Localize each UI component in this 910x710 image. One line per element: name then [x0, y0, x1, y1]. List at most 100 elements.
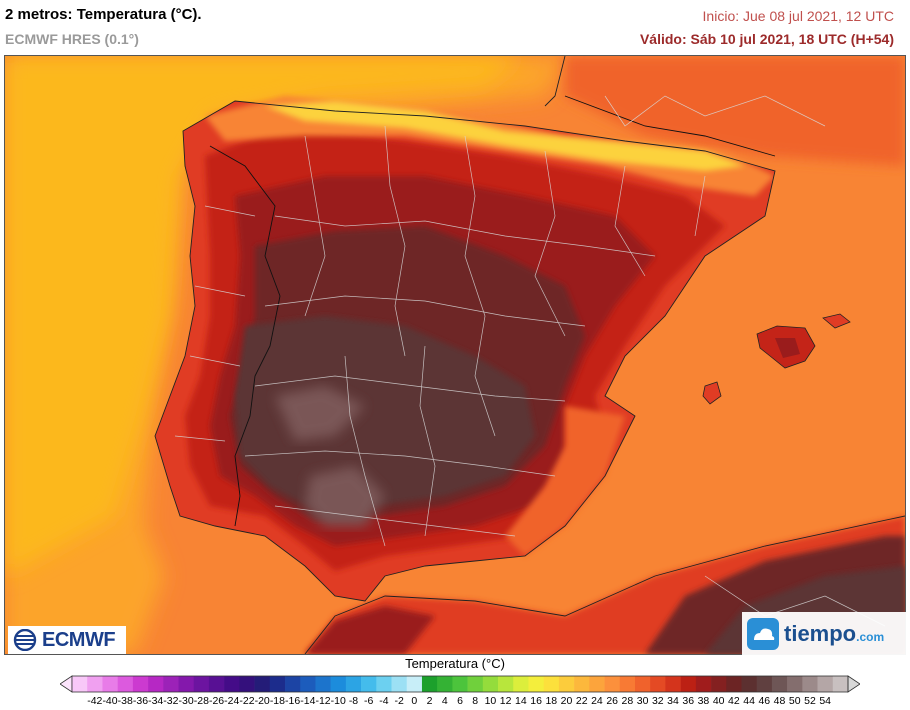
scale-swatch [756, 676, 773, 692]
scale-min-arrow [60, 675, 73, 693]
scale-swatch [741, 676, 758, 692]
scale-tick-label: -22 [239, 695, 255, 707]
scale-swatch [787, 676, 803, 692]
scale-tick-label: 42 [728, 695, 740, 707]
temperature-map[interactable] [4, 55, 906, 655]
coastline [154, 100, 776, 602]
scale-tick-label: 2 [426, 695, 433, 707]
scale-swatch [163, 676, 179, 692]
scale-tick-label: -42 [87, 695, 103, 707]
scale-swatch [239, 676, 255, 692]
scale-swatch [619, 676, 636, 692]
color-scale-bar [60, 675, 860, 693]
scale-swatch [574, 676, 590, 692]
scale-swatch [72, 676, 88, 692]
scale-swatch [87, 676, 103, 692]
atlantic-open [5, 56, 525, 576]
scale-swatch [482, 676, 499, 692]
scale-tick-label: -32 [163, 695, 179, 707]
scale-swatch [345, 676, 362, 692]
scale-tick-label: 50 [788, 695, 801, 707]
france-border [564, 95, 776, 157]
scale-swatch [132, 676, 149, 692]
scale-swatch [467, 676, 484, 692]
scale-swatch [832, 676, 849, 692]
scale-tick-label: 12 [499, 695, 512, 707]
scale-swatch [680, 676, 697, 692]
scale-swatch [300, 676, 316, 692]
scale-tick-label: -26 [208, 695, 225, 707]
scale-swatch [650, 676, 666, 692]
scale-tick-label: -12 [315, 695, 331, 707]
scale-tick-label: 8 [472, 695, 479, 707]
scale-swatch [452, 676, 468, 692]
scale-tick-label: 38 [697, 695, 710, 707]
scale-swatch [361, 676, 377, 692]
scale-tick-label: 40 [712, 695, 725, 707]
tiempo-logo: tiempo.com [742, 612, 906, 655]
map-title: 2 metros: Temperatura (°C). [5, 6, 202, 23]
scale-swatch [193, 676, 210, 692]
scale-tick-label: 30 [636, 695, 649, 707]
scale-max-arrow [847, 675, 860, 693]
scale-tick-label: 48 [773, 695, 786, 707]
scale-tick-label: 6 [457, 695, 463, 707]
scale-tick-label: 24 [591, 695, 603, 707]
scale-swatch [406, 676, 423, 692]
scale-swatch [634, 676, 651, 692]
scale-tick-label: -34 [148, 695, 164, 707]
scale-swatch [437, 676, 453, 692]
france-land [565, 56, 905, 166]
scale-tick-label: 28 [621, 695, 634, 707]
scale-tick-label: 4 [441, 695, 448, 707]
color-scale-ticks: -42 -40 -38 -36 -34 -32 -30 -28 -26 -24 -22 -20 -18-… [0, 695, 910, 709]
scale-tick-label: -20 [254, 695, 270, 707]
scale-tick-label: 32 [651, 695, 664, 707]
scale-tick-label: 22 [575, 695, 588, 707]
tiempo-suffix: .com [856, 629, 885, 644]
scale-swatch [802, 676, 818, 692]
scale-swatch [148, 676, 164, 692]
scale-swatch [315, 676, 331, 692]
portugal-border [209, 145, 281, 527]
scale-tick-label: -10 [330, 695, 346, 707]
scale-border [71, 675, 849, 693]
scale-swatch [421, 676, 438, 692]
scale-tick-label: -38 [117, 695, 133, 707]
tiempo-word: tiempo [784, 620, 857, 646]
ecmwf-logo-text: ECMWF [42, 628, 116, 651]
scale-swatch [528, 676, 544, 692]
scale-swatch [178, 676, 195, 692]
scale-swatch [285, 676, 301, 692]
scale-tick-label: -8 [348, 695, 359, 707]
scale-swatch [117, 676, 134, 692]
scale-swatch [726, 676, 742, 692]
valid-time: Válido: Sáb 10 jul 2021, 18 UTC (H+54) [639, 31, 894, 47]
scale-tick-label: -18 [269, 695, 285, 707]
scale-tick-label: 36 [682, 695, 695, 707]
ecmwf-globe-icon [13, 629, 37, 651]
scale-swatch [376, 676, 392, 692]
scale-swatch [330, 676, 347, 692]
scale-tick-label: -28 [193, 695, 209, 707]
scale-swatch [711, 676, 727, 692]
scale-swatch [269, 676, 286, 692]
ecmwf-logo: ECMWF [8, 626, 126, 654]
scale-swatch [543, 676, 560, 692]
scale-swatch [665, 676, 681, 692]
tiempo-logo-text: tiempo.com [784, 621, 884, 647]
scale-swatch [513, 676, 529, 692]
scale-swatch [498, 676, 514, 692]
scale-tick-label: 34 [667, 695, 679, 707]
scale-tick-label: 10 [484, 695, 497, 707]
scale-tick-label: -24 [224, 695, 240, 707]
scale-swatch [817, 676, 834, 692]
scale-tick-label: 26 [606, 695, 618, 707]
map-canvas [5, 56, 905, 654]
scale-tick-label: 14 [515, 695, 527, 707]
cantabrian-cool [265, 101, 745, 171]
scale-swatch [224, 676, 240, 692]
scale-swatch [695, 676, 712, 692]
scale-tick-label: 52 [804, 695, 816, 707]
scale-swatch [604, 676, 621, 692]
